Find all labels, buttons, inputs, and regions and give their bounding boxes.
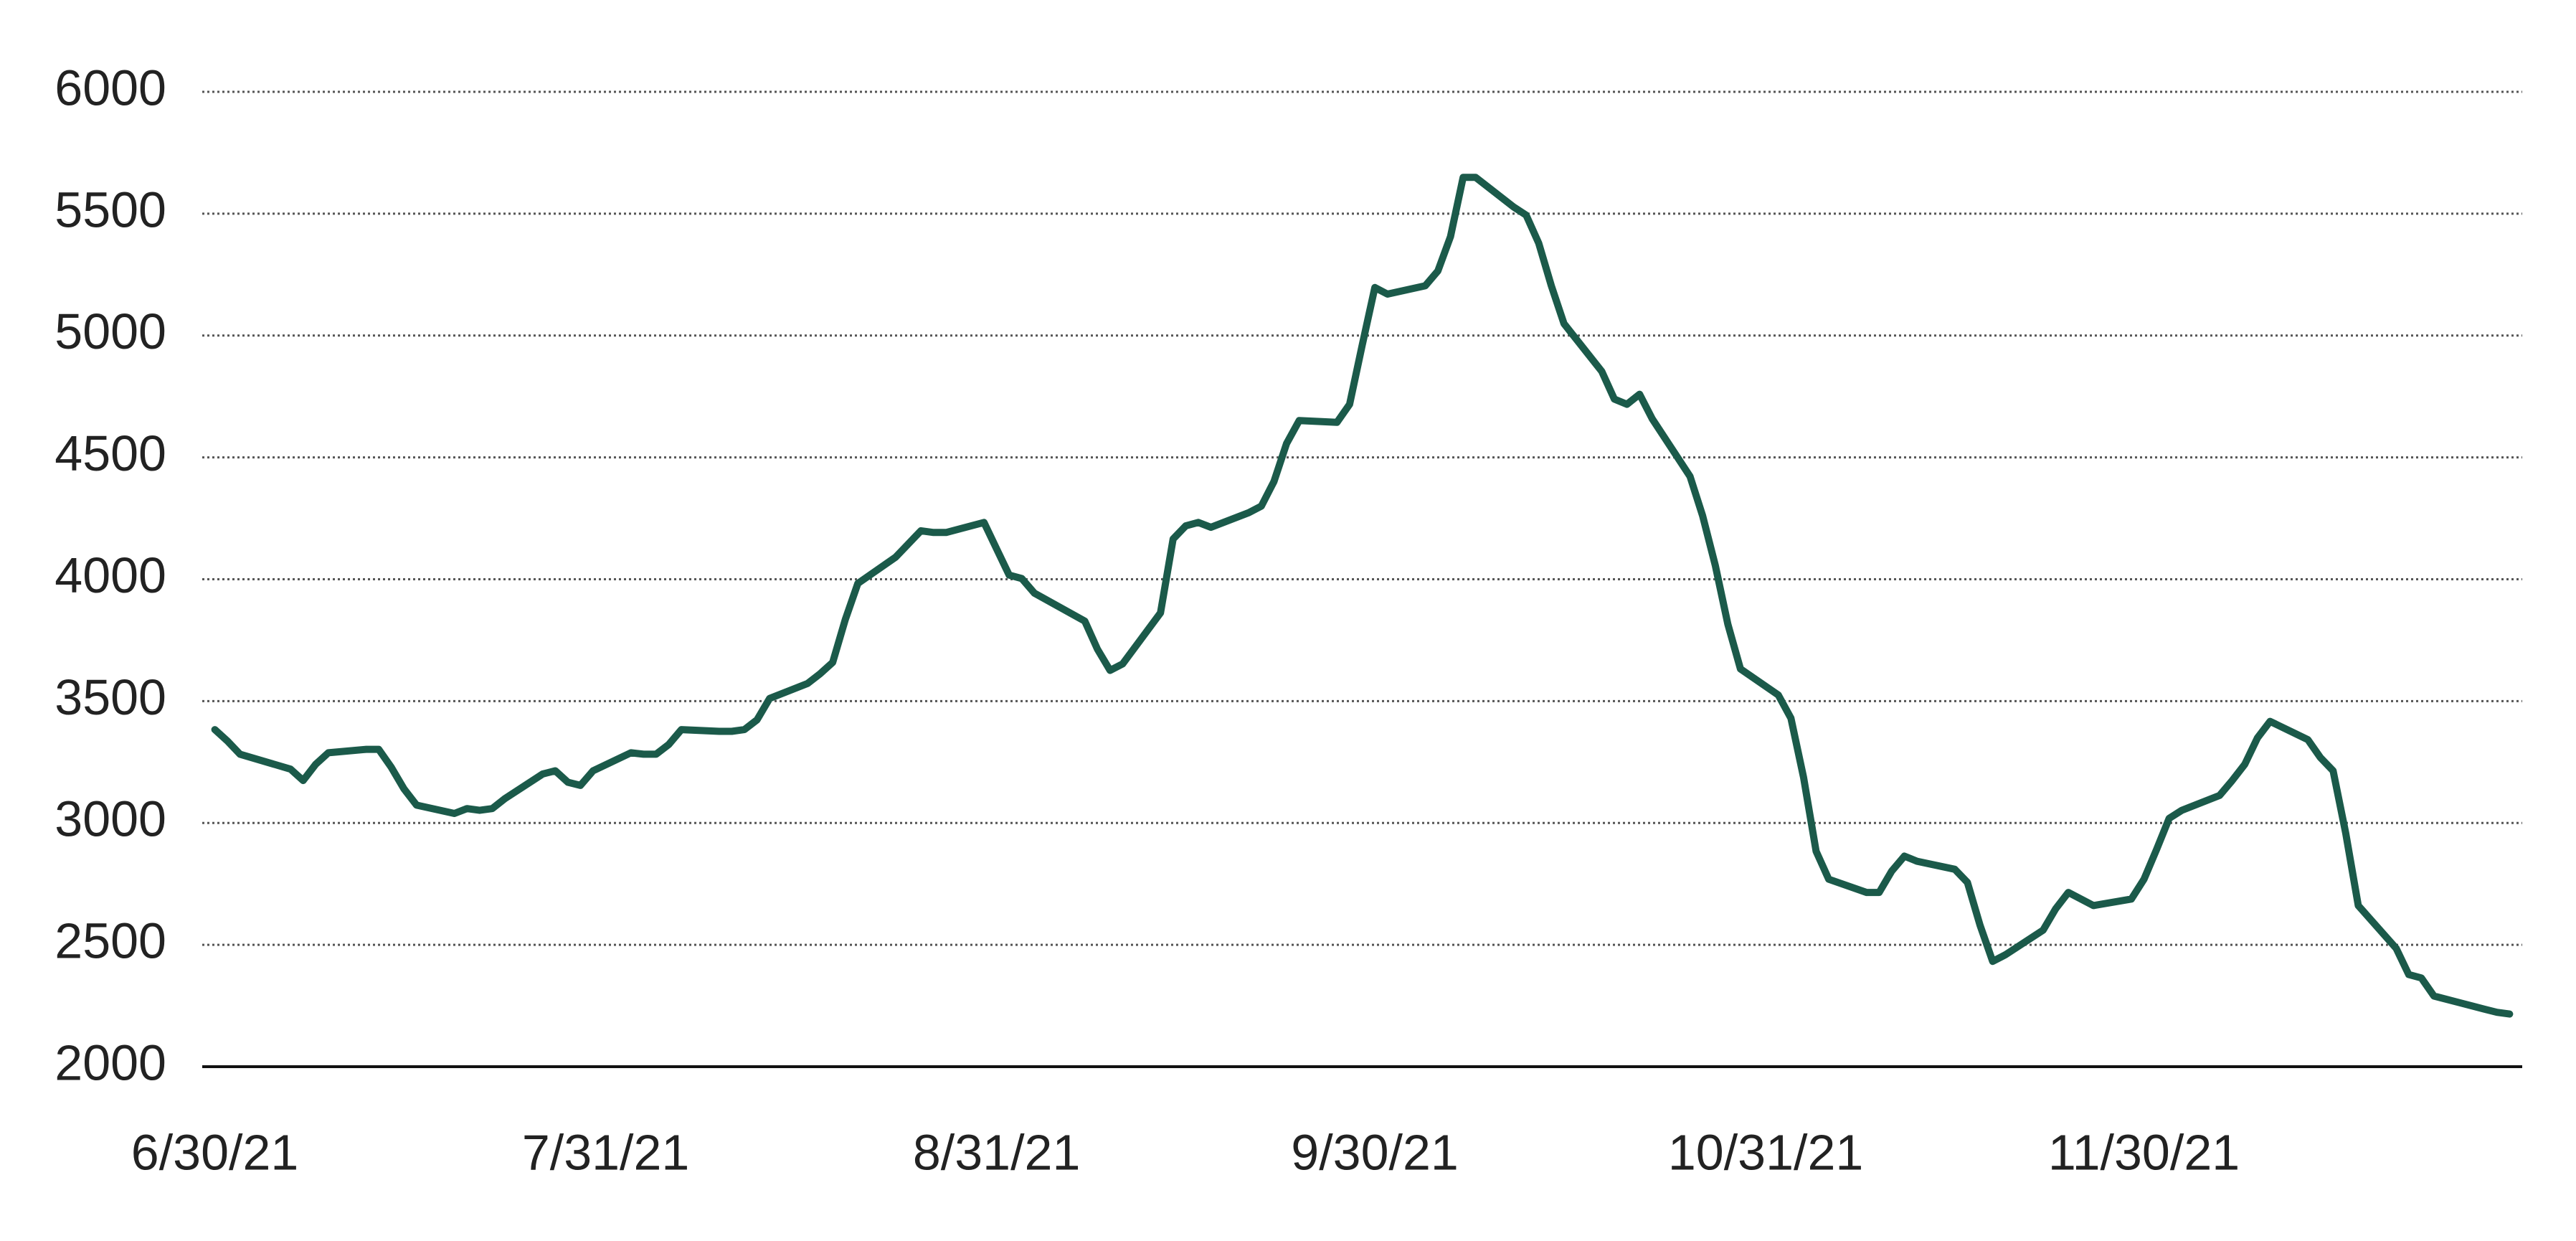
x-tick-label: 7/31/21: [522, 1124, 690, 1180]
y-tick-label: 5500: [55, 181, 166, 237]
y-tick-label: 4500: [55, 425, 166, 481]
y-tick-label: 3000: [55, 791, 166, 847]
x-tick-label: 9/30/21: [1291, 1124, 1459, 1180]
x-tick-label: 6/30/21: [131, 1124, 299, 1180]
y-tick-label: 5000: [55, 303, 166, 359]
y-tick-label: 6000: [55, 60, 166, 115]
data-line: [211, 174, 2514, 1018]
y-tick-label: 2000: [55, 1034, 166, 1090]
y-tick-label: 2500: [55, 913, 166, 969]
x-tick-label: 8/31/21: [913, 1124, 1081, 1180]
y-tick-label: 4000: [55, 547, 166, 603]
x-tick-label: 11/30/21: [2048, 1124, 2240, 1180]
x-tick-label: 10/31/21: [1668, 1124, 1863, 1180]
y-tick-label: 3500: [55, 669, 166, 725]
